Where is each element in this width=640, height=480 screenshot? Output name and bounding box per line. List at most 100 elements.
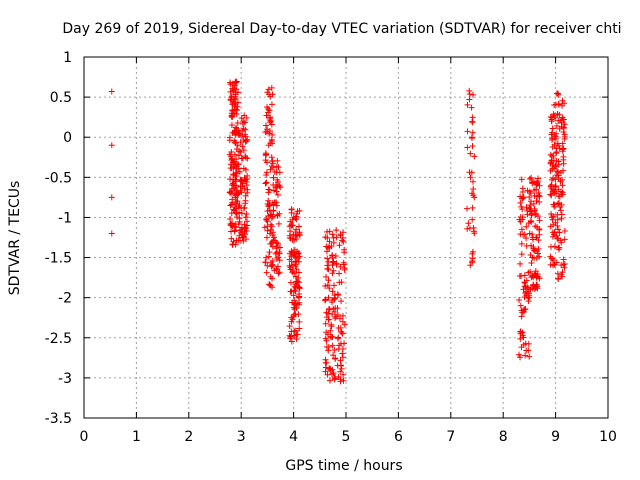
data-point xyxy=(324,265,331,272)
data-point xyxy=(268,263,275,270)
data-point xyxy=(517,231,524,238)
data-point xyxy=(292,300,299,307)
data-point xyxy=(336,242,343,249)
data-point xyxy=(324,371,331,378)
data-point xyxy=(464,144,471,151)
data-point xyxy=(529,180,536,187)
data-points xyxy=(108,78,568,385)
data-point xyxy=(291,287,298,294)
data-point xyxy=(294,278,301,285)
data-point xyxy=(293,282,300,289)
y-tick-label: -2 xyxy=(58,291,72,307)
data-point xyxy=(332,315,339,322)
data-point xyxy=(558,262,565,269)
data-point xyxy=(270,187,277,194)
data-point xyxy=(534,250,541,257)
data-point xyxy=(275,220,282,227)
data-point xyxy=(329,342,336,349)
data-point xyxy=(323,343,330,350)
data-point xyxy=(468,104,475,111)
data-point xyxy=(534,181,541,188)
data-point xyxy=(339,345,346,352)
data-point xyxy=(330,258,337,265)
y-tick-label: -1 xyxy=(58,210,72,226)
plot-frame xyxy=(83,56,609,419)
y-tick-label: 0.5 xyxy=(50,90,72,106)
data-point xyxy=(556,229,563,236)
data-point xyxy=(232,194,239,201)
data-point xyxy=(242,152,249,159)
data-point xyxy=(235,190,242,197)
data-point xyxy=(293,331,300,338)
data-point xyxy=(527,268,534,275)
data-point xyxy=(469,143,476,150)
data-point xyxy=(263,269,270,276)
data-point xyxy=(531,187,538,194)
data-point xyxy=(469,129,476,136)
data-point xyxy=(228,93,235,100)
data-point xyxy=(555,161,562,168)
data-point xyxy=(558,215,565,222)
data-point xyxy=(274,191,281,198)
data-point xyxy=(242,214,249,221)
data-point xyxy=(522,306,529,313)
data-point xyxy=(560,256,567,263)
data-point xyxy=(269,262,276,269)
data-point xyxy=(558,201,565,208)
data-point xyxy=(295,254,302,261)
data-point xyxy=(519,185,526,192)
data-point xyxy=(530,200,537,207)
data-point xyxy=(516,216,523,223)
data-point xyxy=(293,248,300,255)
data-point xyxy=(230,164,237,171)
data-point xyxy=(521,294,528,301)
data-point xyxy=(516,296,523,303)
data-point xyxy=(270,174,277,181)
data-point xyxy=(275,164,282,171)
y-tick-label: -2.5 xyxy=(45,331,72,347)
data-point xyxy=(274,176,281,183)
data-point xyxy=(296,285,303,292)
x-axis-title: GPS time / hours xyxy=(285,458,402,474)
data-point xyxy=(329,288,336,295)
data-point xyxy=(471,230,478,237)
data-point xyxy=(525,298,532,305)
data-point xyxy=(553,122,560,129)
data-point xyxy=(339,312,346,319)
data-point xyxy=(337,232,344,239)
data-point xyxy=(267,115,274,122)
data-point xyxy=(262,122,269,129)
data-point xyxy=(296,325,303,332)
data-point xyxy=(555,275,562,282)
data-point xyxy=(326,228,333,235)
data-point xyxy=(232,139,239,146)
data-point xyxy=(531,206,538,213)
data-point xyxy=(551,203,558,210)
data-point xyxy=(264,262,271,269)
data-point xyxy=(333,260,340,267)
x-tick-label: 1 xyxy=(132,429,141,445)
data-point xyxy=(237,149,244,156)
data-point xyxy=(530,274,537,281)
data-point xyxy=(536,231,543,238)
data-point xyxy=(553,171,560,178)
data-point xyxy=(270,182,277,189)
data-point xyxy=(232,176,239,183)
data-point xyxy=(334,335,341,342)
data-point xyxy=(555,100,562,107)
data-point xyxy=(263,254,270,261)
data-point xyxy=(323,309,330,316)
data-point xyxy=(262,157,269,164)
data-point xyxy=(339,354,346,361)
data-point xyxy=(273,202,280,209)
data-point xyxy=(262,180,269,187)
data-point xyxy=(536,193,543,200)
data-point xyxy=(242,197,249,204)
data-point xyxy=(267,221,274,228)
data-point xyxy=(559,148,566,155)
data-point xyxy=(549,143,556,150)
data-point xyxy=(275,270,282,277)
data-point xyxy=(548,211,555,218)
data-point xyxy=(295,269,302,276)
data-point xyxy=(550,187,557,194)
